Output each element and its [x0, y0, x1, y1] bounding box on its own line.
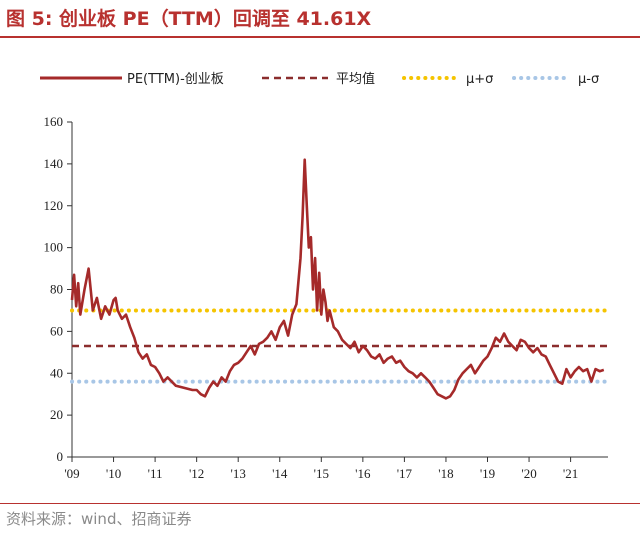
- legend: PE(TTM)-创业板 平均值 μ+σ μ-σ: [40, 71, 599, 87]
- x-tick-label: '12: [189, 466, 204, 481]
- legend-label-pe: PE(TTM)-创业板: [127, 72, 224, 87]
- series-layer: [70, 158, 605, 400]
- figure-title: 图 5: 创业板 PE（TTM）回调至 41.61X: [6, 8, 372, 30]
- x-axis: '09 '10 '11 '12 '13 '14 '15 '16 '17 '18 '19 '20 '21: [64, 456, 608, 481]
- x-tick-label: '19: [480, 466, 495, 481]
- x-tick-label: '17: [397, 466, 413, 481]
- x-tick-label: '15: [314, 466, 329, 481]
- x-tick-label: '09: [64, 466, 79, 481]
- x-tick-label: '16: [355, 466, 371, 481]
- y-axis: 0 20 40 60 80 100 120 140 160: [44, 114, 73, 464]
- legend-label-mean: 平均值: [336, 71, 375, 87]
- x-tick-label: '14: [272, 466, 288, 481]
- y-tick-label: 140: [44, 156, 64, 171]
- title-divider: [0, 36, 640, 38]
- footer-divider: [0, 503, 640, 504]
- y-tick-label: 20: [50, 407, 63, 422]
- x-tick-label: '18: [438, 466, 453, 481]
- y-tick-label: 40: [50, 365, 63, 380]
- x-tick-label: '11: [148, 466, 163, 481]
- legend-label-lower: μ-σ: [578, 72, 599, 87]
- y-tick-label: 100: [44, 240, 64, 255]
- x-tick-label: '20: [521, 466, 536, 481]
- source-note: 资料来源：wind、招商证券: [6, 510, 192, 528]
- legend-label-upper: μ+σ: [466, 72, 493, 87]
- y-tick-label: 120: [44, 198, 64, 213]
- x-tick-label: '10: [106, 466, 121, 481]
- y-tick-label: 160: [44, 114, 64, 129]
- x-tick-label: '13: [231, 466, 246, 481]
- pe-ttm-line: [70, 158, 605, 400]
- y-tick-label: 80: [50, 282, 63, 297]
- x-tick-label: '21: [563, 466, 578, 481]
- y-tick-label: 0: [57, 449, 64, 464]
- y-tick-label: 60: [50, 323, 63, 338]
